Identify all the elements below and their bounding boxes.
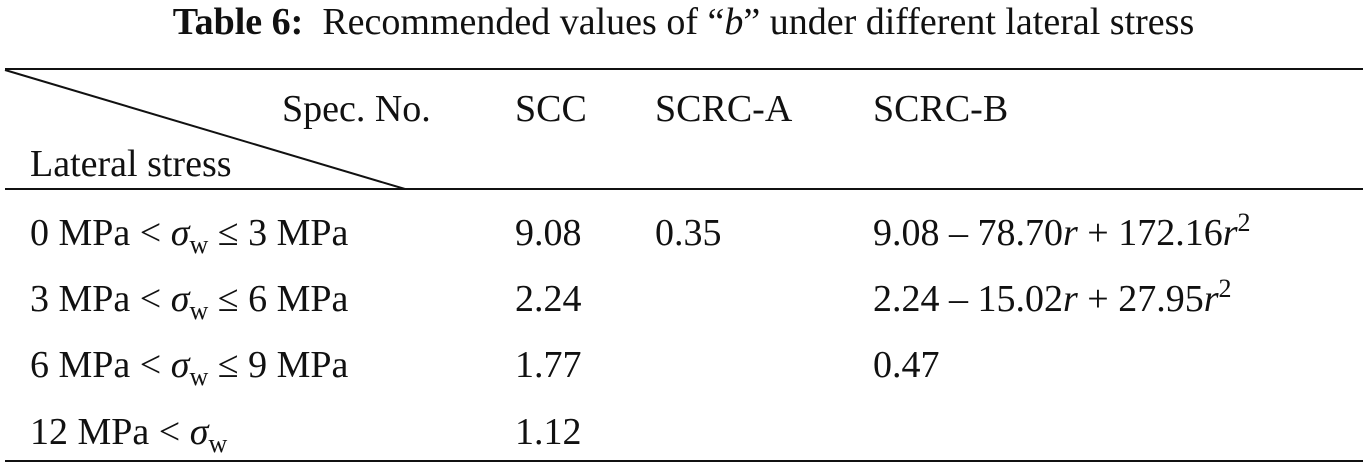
header-cell: SCRC-A [655, 88, 793, 130]
header-rule [5, 188, 1363, 190]
seg: + 27.95 [1077, 278, 1204, 320]
title-text: b [724, 1, 744, 43]
cell: 0.47 [873, 344, 940, 386]
cell: 9.08 [515, 212, 582, 254]
seg: σ [170, 278, 190, 320]
seg: w [189, 230, 209, 259]
seg: w [208, 429, 228, 458]
title-text: ” under different lateral stress [743, 1, 1195, 43]
seg: σ [170, 344, 190, 386]
seg: 6 MPa < [30, 344, 171, 386]
seg: + 172.16 [1077, 212, 1223, 254]
table-title: Table 6: Recommended values of “b” under… [0, 3, 1367, 41]
row-label: 12 MPa < σw [30, 411, 227, 457]
cell: 2.24 [515, 278, 582, 320]
bottom-rule [5, 460, 1363, 462]
seg: 12 MPa < [30, 411, 190, 453]
seg: ≤ 6 MPa [208, 278, 349, 320]
cell: 1.77 [515, 344, 582, 386]
diagonal-line [4, 69, 406, 190]
header-cell: SCRC-B [873, 88, 1009, 130]
seg: σ [189, 411, 209, 453]
seg: 0 MPa < [30, 212, 171, 254]
header-cell: SCC [515, 88, 587, 130]
cell: 0.35 [655, 212, 722, 254]
seg: w [189, 362, 209, 391]
row-label: 0 MPa < σw ≤ 3 MPa [30, 212, 349, 258]
seg: r [1222, 212, 1238, 254]
seg: 2.24 – 15.02 [873, 278, 1063, 320]
seg: ≤ 9 MPa [208, 344, 349, 386]
cell: 2.24 – 15.02r + 27.95r2 [873, 276, 1232, 320]
header-cell: Lateral stress [30, 143, 232, 185]
cell: 9.08 – 78.70r + 172.16r2 [873, 210, 1251, 254]
seg: 9.08 – 78.70 [873, 212, 1063, 254]
seg: r [1203, 278, 1219, 320]
header-cell: Spec. No. [282, 88, 431, 130]
row-label: 3 MPa < σw ≤ 6 MPa [30, 278, 349, 324]
cell: 1.12 [515, 411, 582, 453]
title-text: Recommended values of “ [322, 1, 725, 43]
seg: w [189, 296, 209, 325]
diagonal [4, 69, 406, 190]
seg: r [1063, 278, 1078, 320]
seg: 2 [1237, 208, 1251, 237]
seg: 2 [1218, 274, 1232, 303]
row-label: 6 MPa < σw ≤ 9 MPa [30, 344, 349, 390]
seg: 3 MPa < [30, 278, 171, 320]
top-rule [5, 68, 1363, 70]
seg: ≤ 3 MPa [208, 212, 349, 254]
seg: σ [170, 212, 190, 254]
title-label: Table 6: [172, 1, 304, 43]
seg: r [1063, 212, 1078, 254]
